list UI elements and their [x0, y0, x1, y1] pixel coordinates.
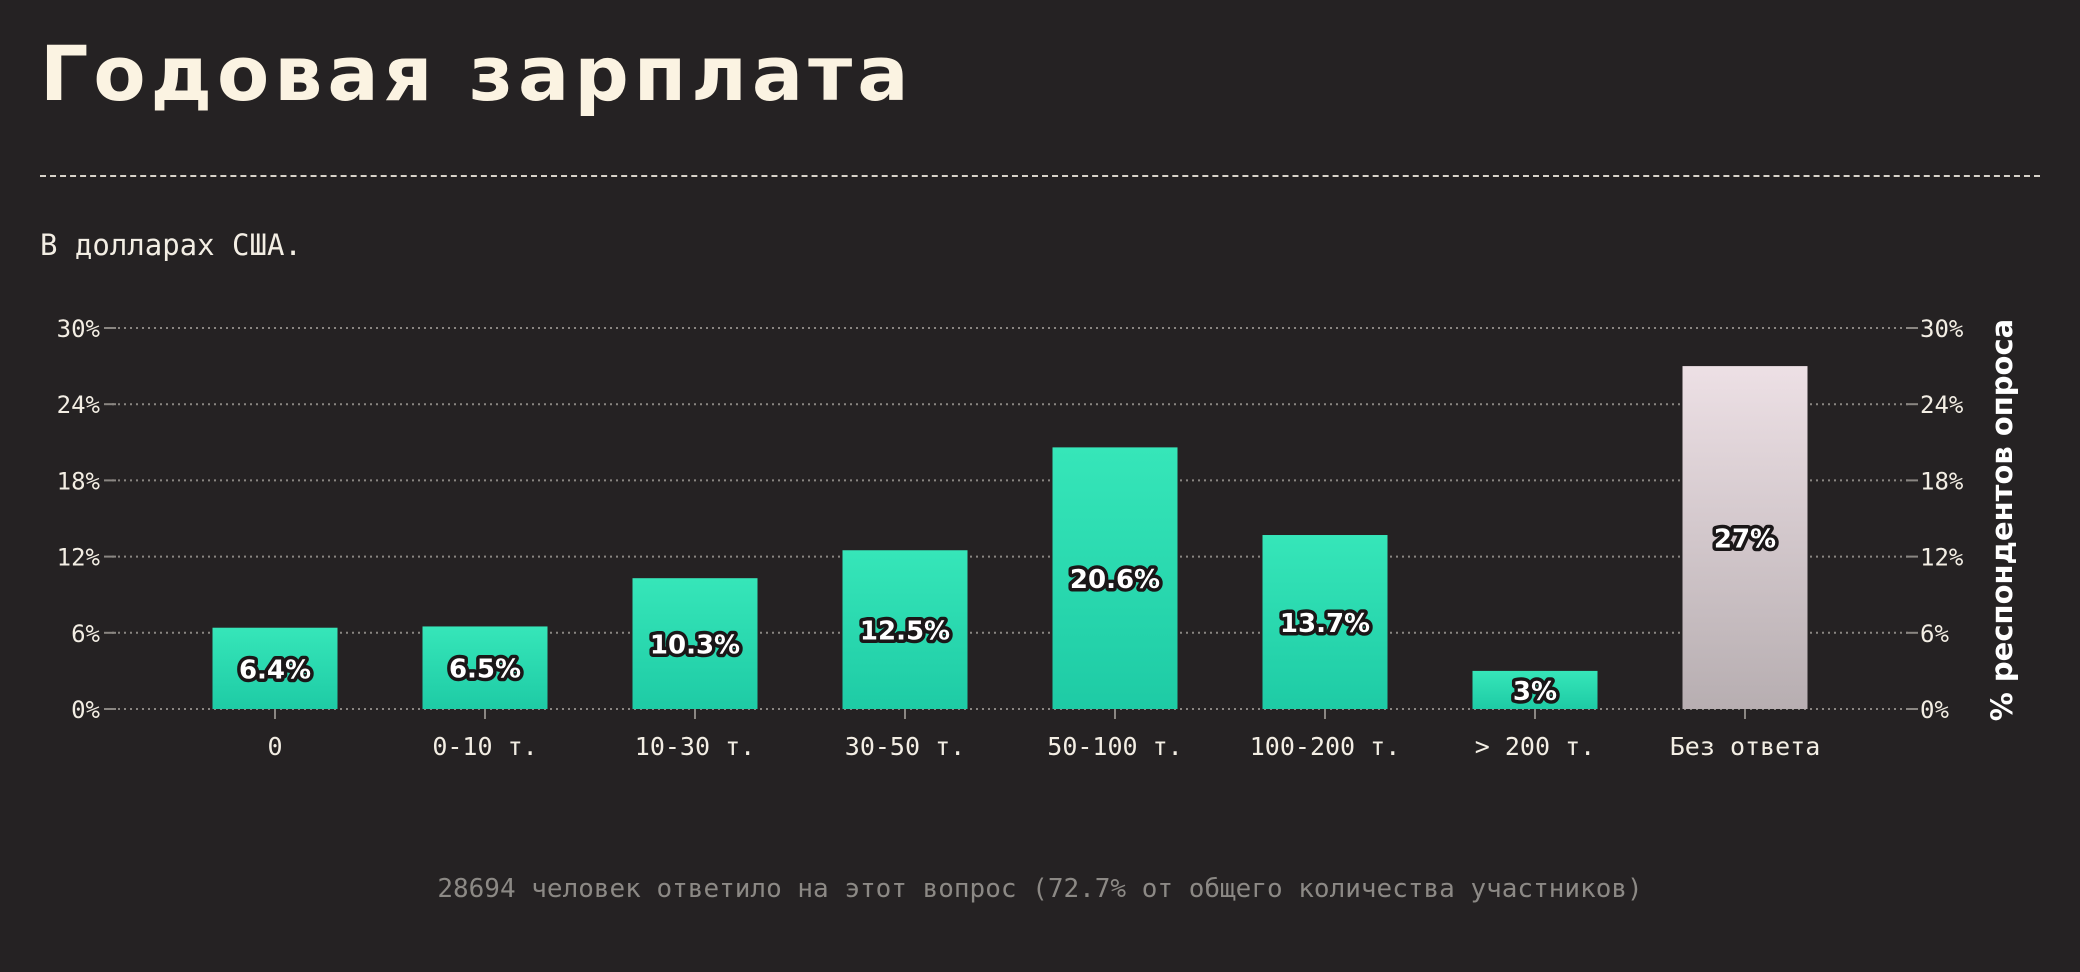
x-tick-label: 100-200 т.: [1250, 732, 1401, 761]
bar: [422, 626, 548, 709]
y-tick-label-left: 18%: [57, 467, 101, 495]
y-tick-label-right: 6%: [1920, 620, 1949, 648]
bar: [1682, 366, 1808, 709]
header-divider: [40, 175, 2040, 177]
y-axis-title: % респондентов опроса: [1985, 319, 2019, 721]
data-label: 6.4%: [239, 655, 311, 685]
y-tick-label-right: 12%: [1920, 544, 1964, 572]
x-tick-label: Без ответа: [1670, 732, 1821, 761]
bar: [1052, 447, 1178, 709]
grid-layer: 0% 0% 6% 6% 12% 12% 18% 18% 24% 24% 30% 30%: [57, 315, 1964, 724]
y-tick-label-right: 24%: [1920, 391, 1964, 419]
y-tick-label-right: 0%: [1920, 696, 1949, 724]
bars-layer: [212, 366, 1808, 709]
x-tick-label: 10-30 т.: [635, 732, 755, 761]
data-label: 13.7%: [1280, 609, 1370, 639]
data-label: 10.3%: [650, 631, 740, 661]
x-tick-label: 30-50 т.: [845, 732, 965, 761]
y-tick-label-left: 24%: [57, 391, 101, 419]
chart-subtitle: В долларах США.: [40, 228, 302, 262]
y-tick-label-left: 0%: [71, 696, 100, 724]
footer-note: 28694 человек ответило на этот вопрос (7…: [437, 874, 1643, 904]
bar: [212, 627, 338, 709]
x-tick-label: 50-100 т.: [1047, 732, 1182, 761]
bar: [842, 550, 968, 709]
x-tick-label: 0-10 т.: [432, 732, 537, 761]
page-title: Годовая зарплата: [40, 29, 914, 118]
bar: [1472, 670, 1598, 709]
bar: [632, 578, 758, 709]
y-tick-label-right: 18%: [1920, 467, 1964, 495]
data-label: 6.5%: [449, 655, 521, 685]
y-tick-label-left: 30%: [57, 315, 101, 343]
y-tick-label-left: 12%: [57, 544, 101, 572]
y-tick-label-right: 30%: [1920, 315, 1964, 343]
data-label: 3%: [1513, 677, 1557, 707]
data-label: 20.6%: [1070, 565, 1160, 595]
bar: [1262, 535, 1388, 709]
data-label: 12.5%: [860, 617, 950, 647]
y-tick-label-left: 6%: [71, 620, 100, 648]
data-label: 27%: [1714, 525, 1776, 555]
x-tick-label: 0: [267, 732, 282, 761]
labels-layer: 0 6.4% 0-10 т. 6.5% 10-30 т. 10.3% 30-50 т. 12.…: [235, 521, 1821, 761]
x-tick-label: > 200 т.: [1475, 732, 1595, 761]
